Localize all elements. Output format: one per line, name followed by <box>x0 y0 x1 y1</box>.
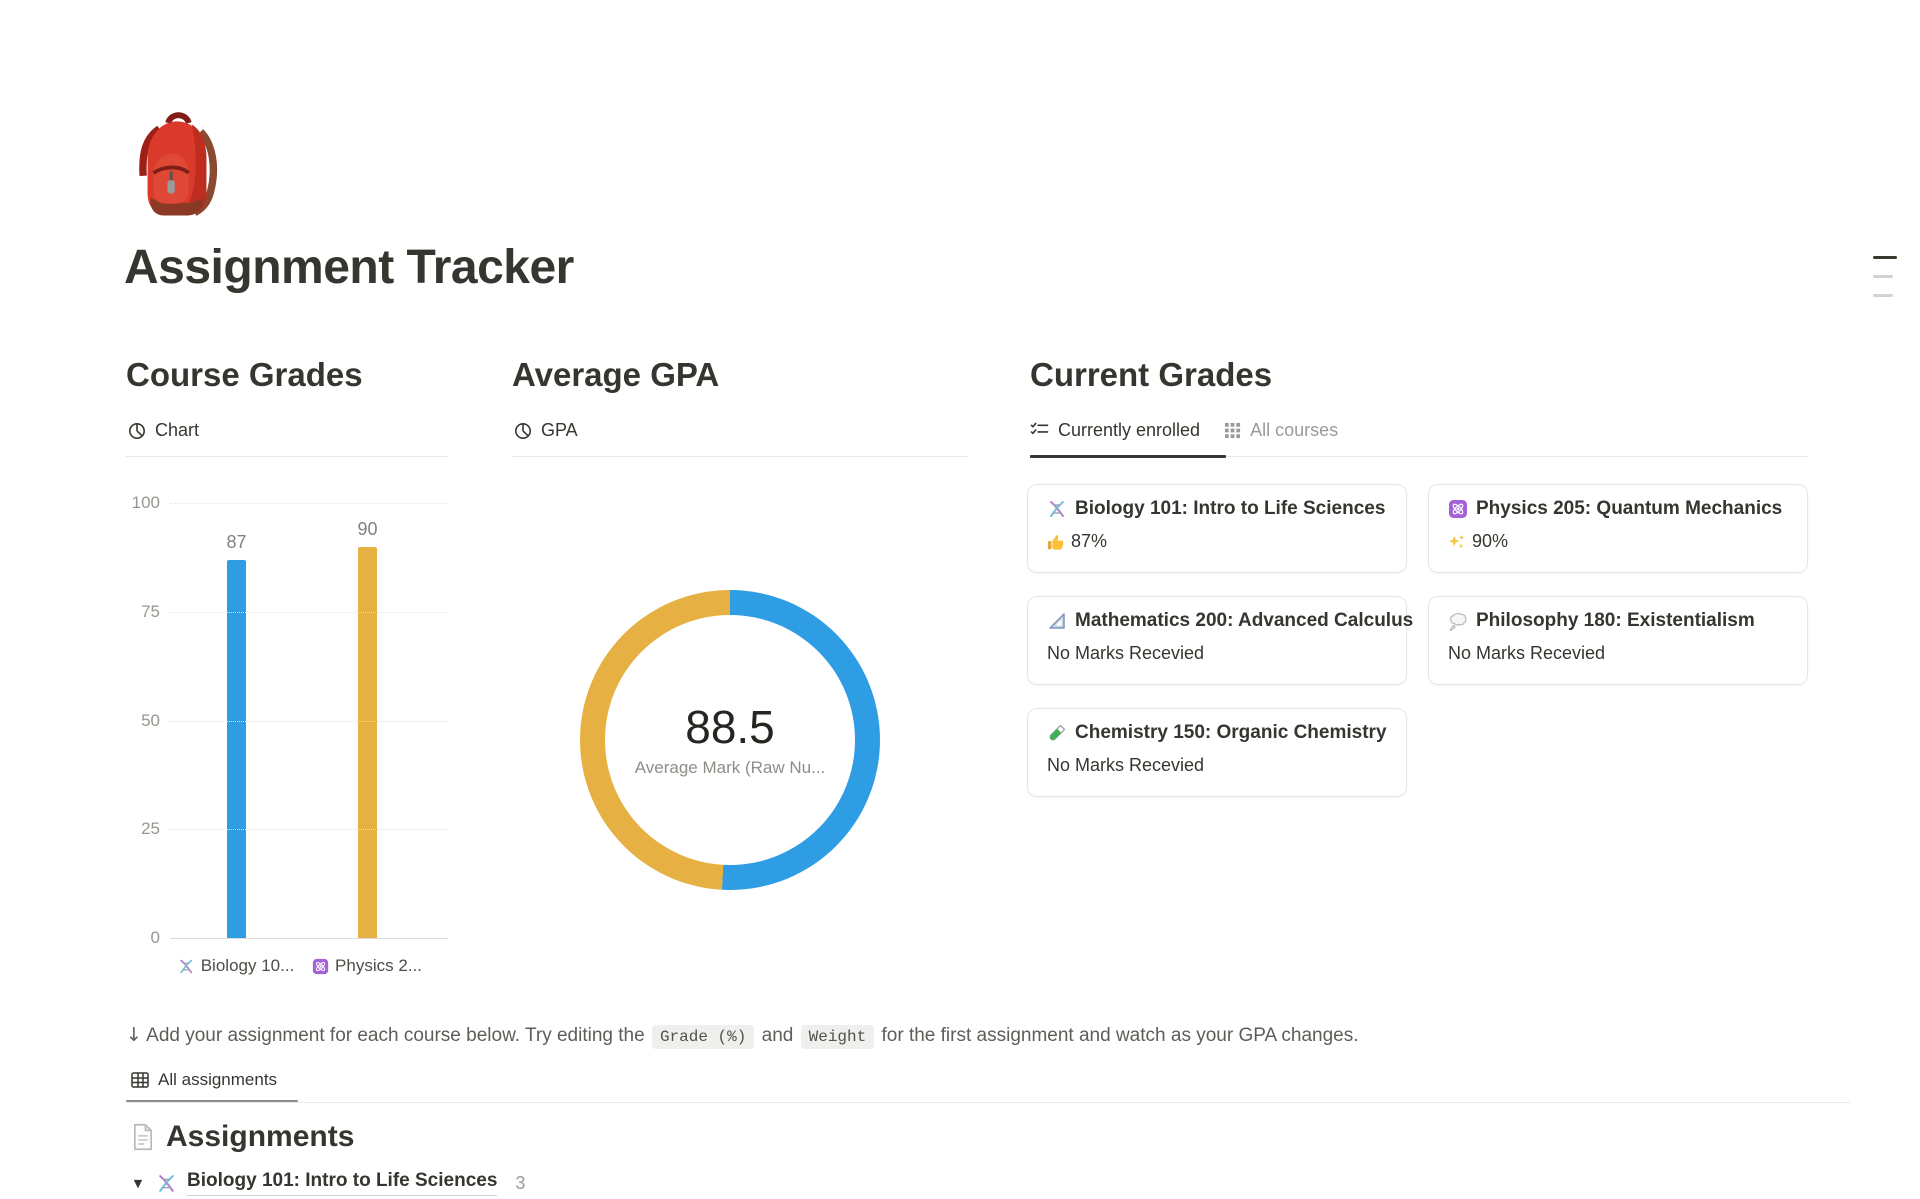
outline-widget[interactable] <box>1873 256 1899 313</box>
collapse-toggle-icon[interactable]: ▼ <box>133 1176 143 1190</box>
pie-chart-icon <box>514 422 532 440</box>
gpa-view-tab-label: GPA <box>541 420 578 440</box>
active-tab-underline <box>1030 455 1226 458</box>
y-axis-tick-label: 75 <box>141 601 160 621</box>
outline-line <box>1873 275 1893 278</box>
divider <box>126 1102 1850 1103</box>
x-axis-label-biology: Biology 10... <box>178 956 295 976</box>
card-title-text: Chemistry 150: Organic Chemistry <box>1075 722 1387 743</box>
course-grades-bar-chart: 87 90 Biology 10... <box>126 490 448 982</box>
x-axis-label-physics: Physics 2... <box>312 956 422 976</box>
card-grade-text: No Marks Recevied <box>1047 755 1205 775</box>
tab-currently-enrolled[interactable]: Currently enrolled <box>1030 420 1200 441</box>
page-icon <box>131 1123 155 1151</box>
gridline <box>170 829 448 831</box>
donut-hole <box>605 615 855 865</box>
y-axis-tick-label: 100 <box>131 493 160 512</box>
checklist-icon <box>1030 422 1049 439</box>
divider <box>126 456 448 457</box>
triangle-ruler-icon <box>1047 611 1067 631</box>
gridline <box>170 938 448 939</box>
card-title-text: Philosophy 180: Existentialism <box>1476 610 1755 631</box>
gridline <box>170 720 448 722</box>
course-cards-grid: Biology 101: Intro to Life Sciences 87% <box>1027 484 1808 797</box>
course-card-mathematics[interactable]: Mathematics 200: Advanced Calculus No Ma… <box>1027 596 1413 685</box>
y-axis-tick-label: 0 <box>150 928 160 947</box>
assignments-heading: Assignments <box>131 1120 354 1154</box>
card-grade-text: 90% <box>1472 531 1509 551</box>
dna-icon <box>1047 499 1067 519</box>
inline-code-grade: Grade (%) <box>651 1025 755 1049</box>
all-assignments-view-tab[interactable]: All assignments <box>131 1070 277 1090</box>
divider <box>512 456 969 457</box>
group-title-link[interactable]: Biology 101: Intro to Life Sciences <box>187 1170 498 1196</box>
bar-value-label: 90 <box>357 518 378 539</box>
card-grade-text: No Marks Recevied <box>1047 643 1205 663</box>
tab-label: All courses <box>1250 420 1339 440</box>
tabs-divider <box>1030 456 1808 457</box>
card-title-text: Physics 205: Quantum Mechanics <box>1476 498 1783 519</box>
current-grades-tabs: Currently enrolled All courses <box>1030 420 1338 441</box>
donut-center-label: Average Mark (Raw Nu... <box>634 758 826 778</box>
course-card-chemistry[interactable]: Chemistry 150: Organic Chemistry No Mark… <box>1027 708 1407 797</box>
course-grades-heading: Course Grades <box>126 356 363 393</box>
gpa-view-tab[interactable]: GPA <box>514 420 578 441</box>
outline-line <box>1873 256 1897 259</box>
course-card-physics[interactable]: Physics 205: Quantum Mechanics 90% <box>1428 484 1808 573</box>
down-arrow-icon: ↓ <box>126 1024 142 1046</box>
gpa-donut-chart[interactable]: 88.5 Average Mark (Raw Nu... <box>580 590 880 890</box>
sparkles-icon <box>1448 533 1466 551</box>
course-card-philosophy[interactable]: Philosophy 180: Existentialism No Marks … <box>1428 596 1808 685</box>
bar-column-biology[interactable]: 87 <box>226 503 247 938</box>
average-gpa-heading: Average GPA <box>512 356 720 393</box>
donut-center-value: 88.5 <box>685 700 775 753</box>
tab-label: Currently enrolled <box>1058 420 1201 440</box>
inline-code-weight: Weight <box>800 1025 875 1049</box>
bar-value-label: 87 <box>226 531 247 552</box>
card-title-text: Biology 101: Intro to Life Sciences <box>1075 498 1386 519</box>
current-grades-heading: Current Grades <box>1030 356 1273 393</box>
card-grade-text: 87% <box>1071 531 1108 551</box>
bar-column-physics[interactable]: 90 <box>357 503 378 938</box>
card-title-text: Mathematics 200: Advanced Calculus <box>1075 610 1414 631</box>
gridline <box>170 503 448 504</box>
group-count: 3 <box>515 1172 526 1193</box>
test-tube-icon <box>1047 723 1067 743</box>
bar-biology[interactable] <box>227 559 246 938</box>
y-axis-tick-label: 50 <box>141 710 160 730</box>
assignments-heading-text: Assignments <box>166 1120 355 1153</box>
chart-view-tab-label: Chart <box>155 420 200 440</box>
thought-balloon-icon <box>1448 611 1468 631</box>
assignment-group-biology[interactable]: ▼ Biology 101: Intro to Life Sciences 3 <box>130 1170 525 1196</box>
outline-line <box>1873 294 1893 297</box>
atom-icon <box>312 958 329 975</box>
bar-chart-plot: 87 90 Biology 10... <box>132 493 448 975</box>
pie-chart-icon <box>128 422 146 440</box>
chart-view-tab[interactable]: Chart <box>128 420 199 441</box>
dna-icon <box>156 1173 177 1194</box>
active-view-underline <box>126 1100 298 1102</box>
view-tab-label: All assignments <box>158 1070 278 1089</box>
backpack-icon[interactable] <box>127 108 227 226</box>
course-card-biology[interactable]: Biology 101: Intro to Life Sciences 87% <box>1027 484 1407 573</box>
tab-all-courses[interactable]: All courses <box>1224 420 1338 441</box>
bar-physics[interactable] <box>358 546 377 938</box>
table-icon <box>131 1072 149 1088</box>
y-axis-tick-label: 25 <box>141 819 160 839</box>
dna-icon <box>178 958 195 975</box>
x-axis-label-text: Biology 10... <box>200 956 295 975</box>
callout-text: ↓ Add your assignment for each course be… <box>126 1020 1766 1052</box>
thumbs-up-icon <box>1047 533 1065 551</box>
card-grade-text: No Marks Recevied <box>1448 643 1606 663</box>
x-axis-label-text: Physics 2... <box>335 956 422 975</box>
gridline <box>170 611 448 613</box>
page-title: Assignment Tracker <box>124 241 574 294</box>
atom-icon <box>1448 499 1468 519</box>
grid-icon <box>1224 422 1241 439</box>
